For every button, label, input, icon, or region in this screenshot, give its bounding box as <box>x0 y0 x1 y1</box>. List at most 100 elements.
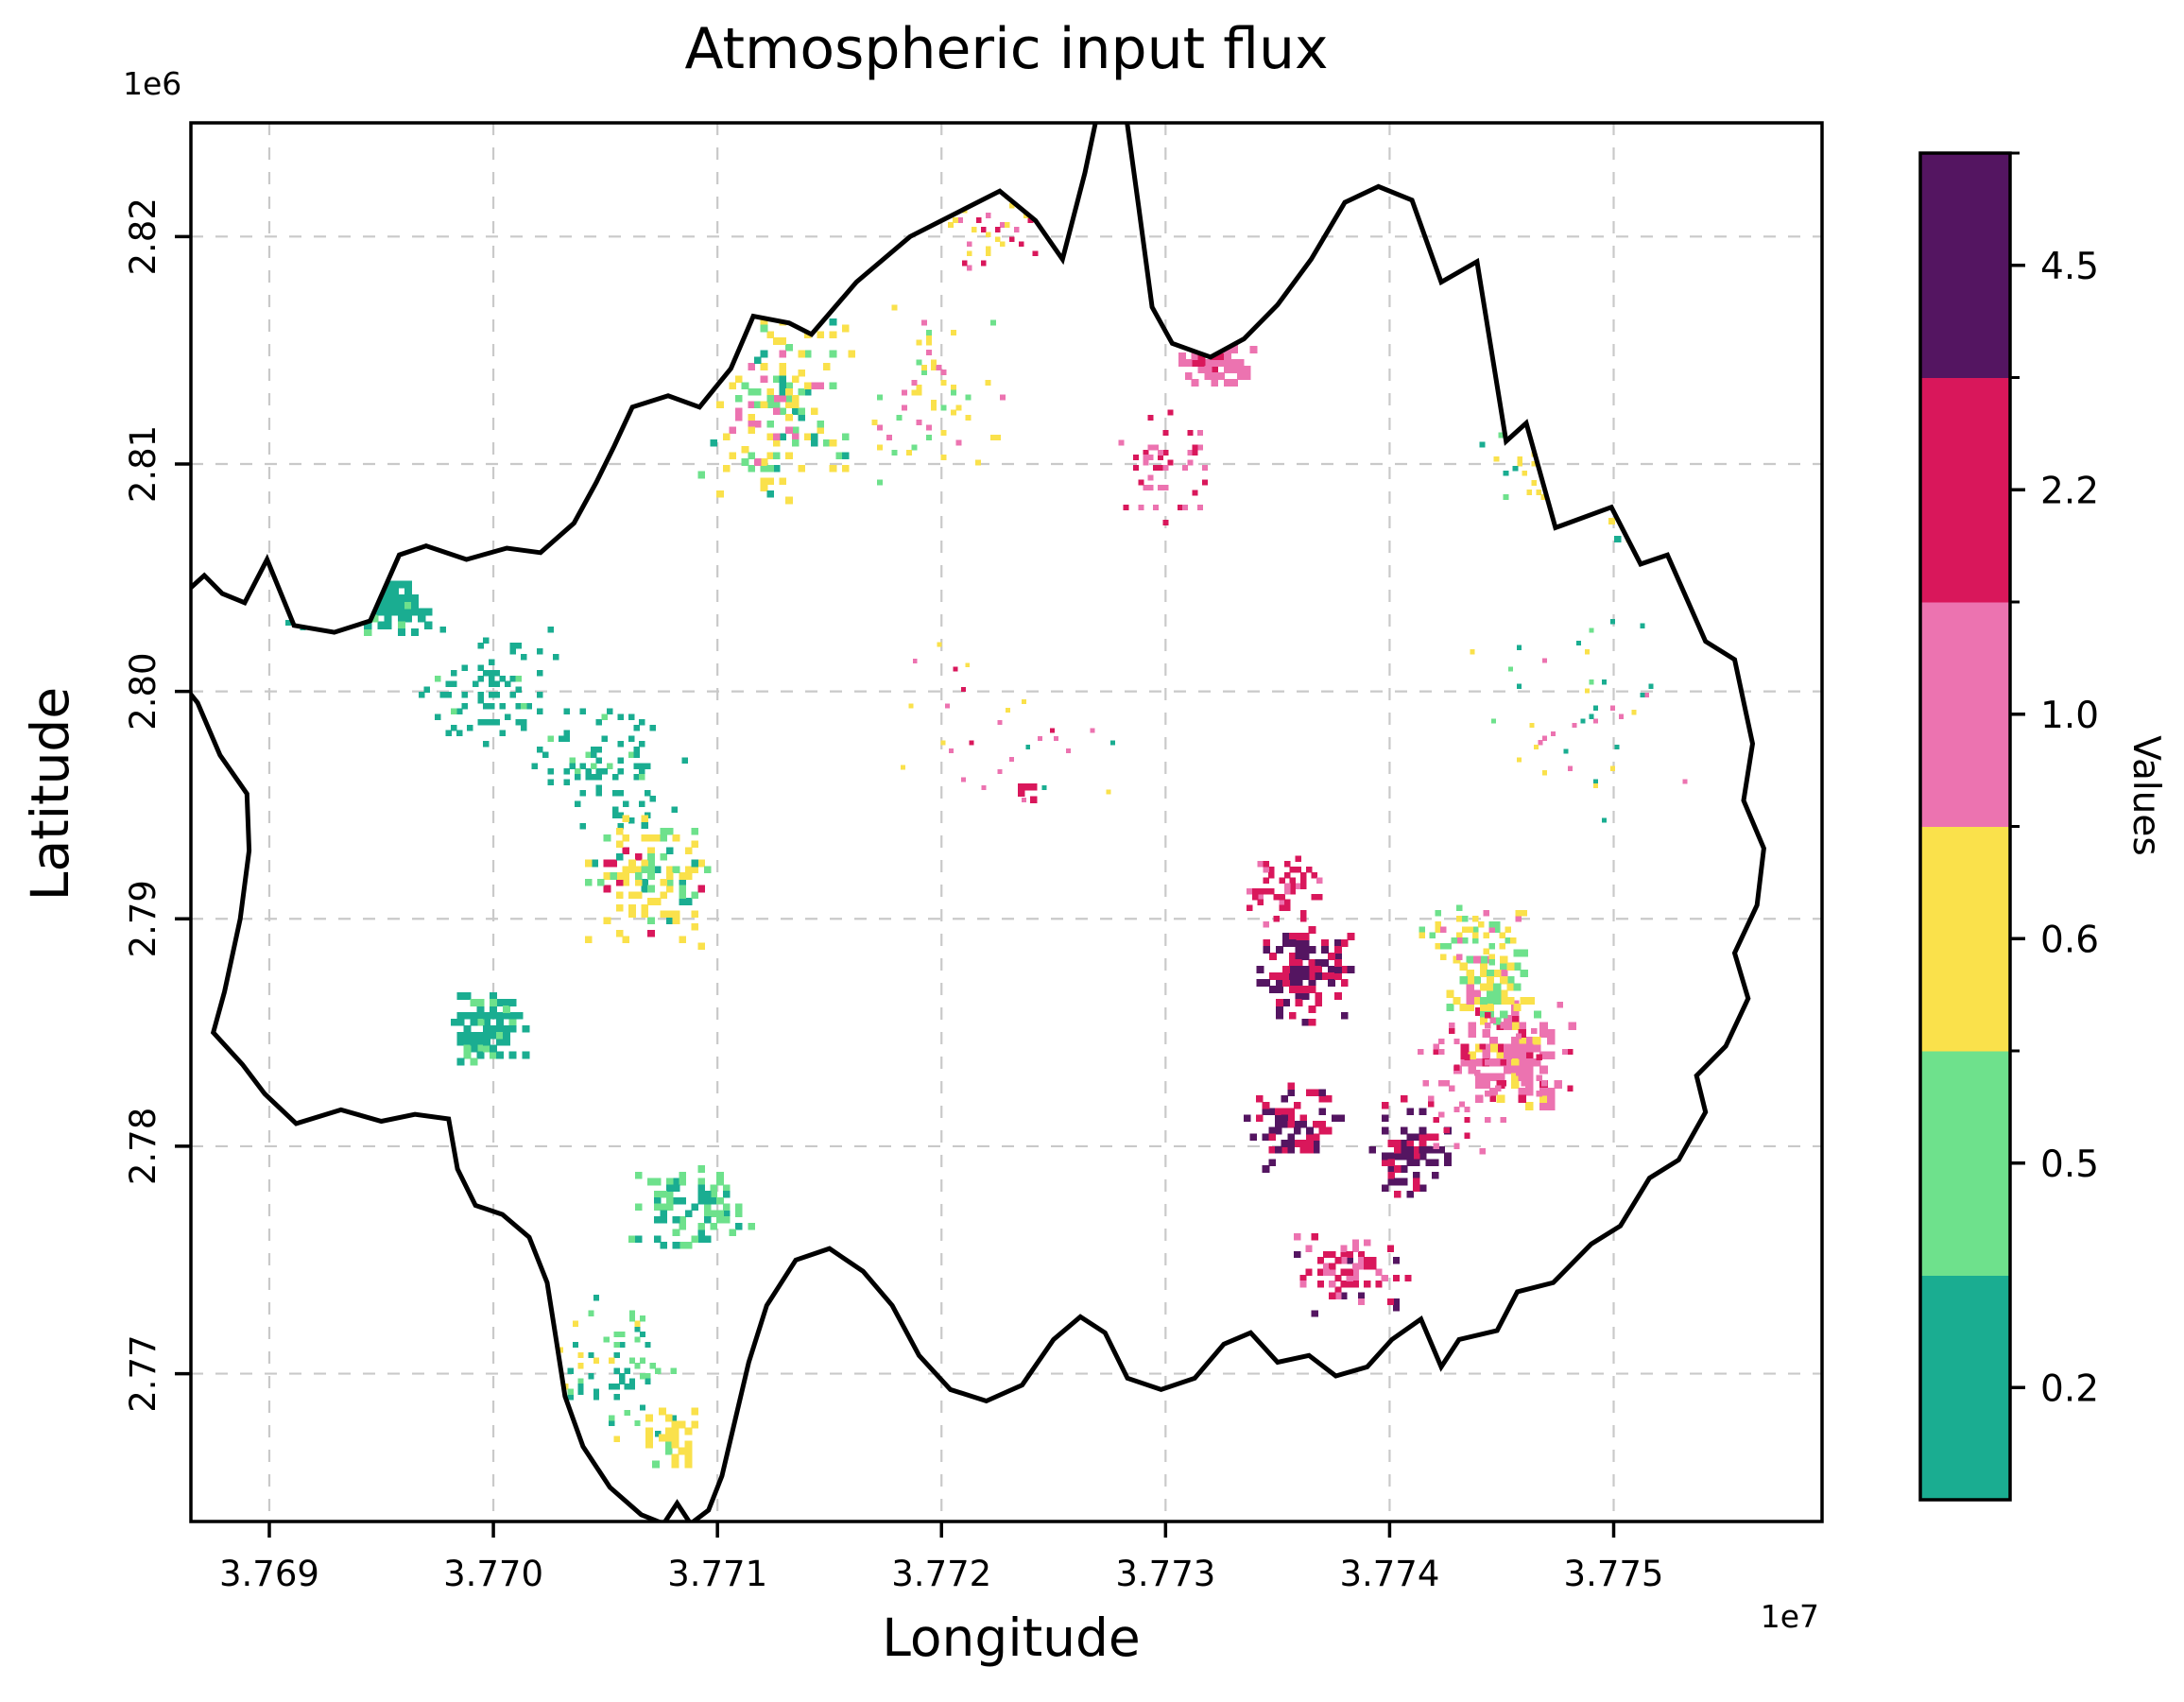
raster-pixel <box>1351 1239 1359 1246</box>
raster-pixel <box>397 580 405 589</box>
raster-pixel <box>1456 937 1463 944</box>
raster-pixel <box>1474 1073 1484 1082</box>
raster-pixel <box>1184 358 1193 367</box>
raster-pixel <box>1368 1146 1377 1154</box>
raster-pixel <box>1419 1126 1427 1135</box>
raster-pixel <box>672 1229 680 1237</box>
raster-pixel <box>1487 1004 1495 1012</box>
raster-pixel <box>810 407 818 415</box>
raster-pixel <box>1459 962 1468 971</box>
raster-pixel <box>1584 688 1591 694</box>
raster-pixel <box>1545 480 1552 486</box>
raster-pixel <box>1493 456 1500 462</box>
raster-pixel <box>940 370 947 376</box>
raster-pixel <box>1204 326 1212 334</box>
raster-pixel <box>411 628 420 637</box>
raster-pixel <box>593 1388 600 1395</box>
raster-pixel <box>525 702 533 710</box>
raster-pixel <box>1340 1268 1348 1276</box>
raster-pixel <box>613 1341 620 1349</box>
raster-pixel <box>1217 358 1226 367</box>
x-tick-label: 3.772 <box>891 1554 991 1594</box>
raster-pixel <box>945 703 950 709</box>
raster-pixel <box>384 601 392 610</box>
raster-pixel <box>547 779 554 786</box>
pixel-cluster-e-sparse <box>1470 619 1688 823</box>
raster-pixel <box>1293 1126 1301 1135</box>
raster-pixel <box>955 404 962 411</box>
raster-pixel <box>616 929 624 937</box>
raster-pixel <box>451 708 457 714</box>
raster-pixel <box>451 724 457 731</box>
pixel-cluster-s-green-cluster <box>628 1165 755 1249</box>
raster-pixel <box>496 1024 504 1033</box>
raster-pixel <box>1620 506 1627 513</box>
raster-pixel <box>1301 1018 1310 1026</box>
raster-pixel <box>697 1191 705 1198</box>
raster-pixel <box>1516 683 1522 689</box>
raster-pixel <box>940 404 947 411</box>
raster-pixel <box>975 459 982 466</box>
raster-pixel <box>1295 985 1303 993</box>
raster-pixel <box>445 692 452 698</box>
raster-pixel <box>1008 236 1015 243</box>
raster-pixel <box>1318 1095 1327 1103</box>
raster-pixel <box>1479 955 1488 964</box>
raster-pixel <box>660 853 667 861</box>
raster-pixel <box>1387 1159 1396 1166</box>
colorbar-tick-label: 4.5 <box>2040 246 2099 288</box>
raster-pixel <box>748 414 755 421</box>
raster-pixel <box>1483 948 1490 955</box>
raster-pixel <box>989 319 996 326</box>
raster-pixel <box>1610 619 1616 625</box>
raster-pixel <box>1334 1292 1342 1299</box>
raster-pixel <box>722 299 731 307</box>
raster-pixel <box>727 327 732 334</box>
raster-pixel <box>1510 1051 1520 1059</box>
raster-pixel <box>1541 1080 1548 1087</box>
raster-pixel <box>1217 326 1226 334</box>
raster-pixel <box>1178 333 1186 340</box>
raster-pixel <box>628 817 635 824</box>
raster-pixel <box>766 433 774 440</box>
raster-pixel <box>1406 1159 1414 1166</box>
raster-pixel <box>1301 953 1310 960</box>
raster-pixel <box>339 599 346 606</box>
raster-pixel <box>542 751 549 759</box>
raster-pixel <box>616 840 624 849</box>
raster-pixel <box>1308 1018 1316 1026</box>
raster-pixel <box>603 917 611 924</box>
raster-pixel <box>1464 1106 1470 1113</box>
raster-pixel <box>664 1427 673 1436</box>
raster-pixel <box>779 394 787 403</box>
raster-pixel <box>660 1242 667 1249</box>
pixel-cluster-se-pink-scatter <box>1418 1002 1574 1155</box>
raster-pixel <box>1147 414 1154 421</box>
raster-pixel <box>574 773 581 781</box>
raster-pixel <box>1406 1108 1414 1116</box>
raster-pixel <box>397 621 405 629</box>
raster-pixel <box>1466 983 1474 991</box>
raster-pixel <box>1386 1298 1394 1306</box>
raster-pixel <box>508 998 517 1006</box>
raster-pixel <box>1316 877 1323 885</box>
raster-pixel <box>679 891 686 899</box>
raster-pixel <box>1295 953 1303 960</box>
raster-pixel <box>641 866 649 874</box>
raster-pixel <box>418 608 426 616</box>
raster-pixel <box>760 318 768 326</box>
raster-pixel <box>710 324 718 333</box>
raster-pixel <box>1315 972 1323 980</box>
raster-pixel <box>1269 985 1278 993</box>
raster-pixel <box>456 1031 465 1040</box>
raster-pixel <box>785 394 793 403</box>
raster-pixel <box>666 1178 674 1186</box>
raster-pixel <box>339 610 346 616</box>
raster-pixel <box>647 847 655 854</box>
raster-pixel <box>1518 1058 1527 1067</box>
raster-pixel <box>435 675 441 682</box>
raster-pixel <box>1620 506 1627 513</box>
raster-pixel <box>766 388 774 396</box>
raster-pixel <box>1419 1108 1427 1116</box>
